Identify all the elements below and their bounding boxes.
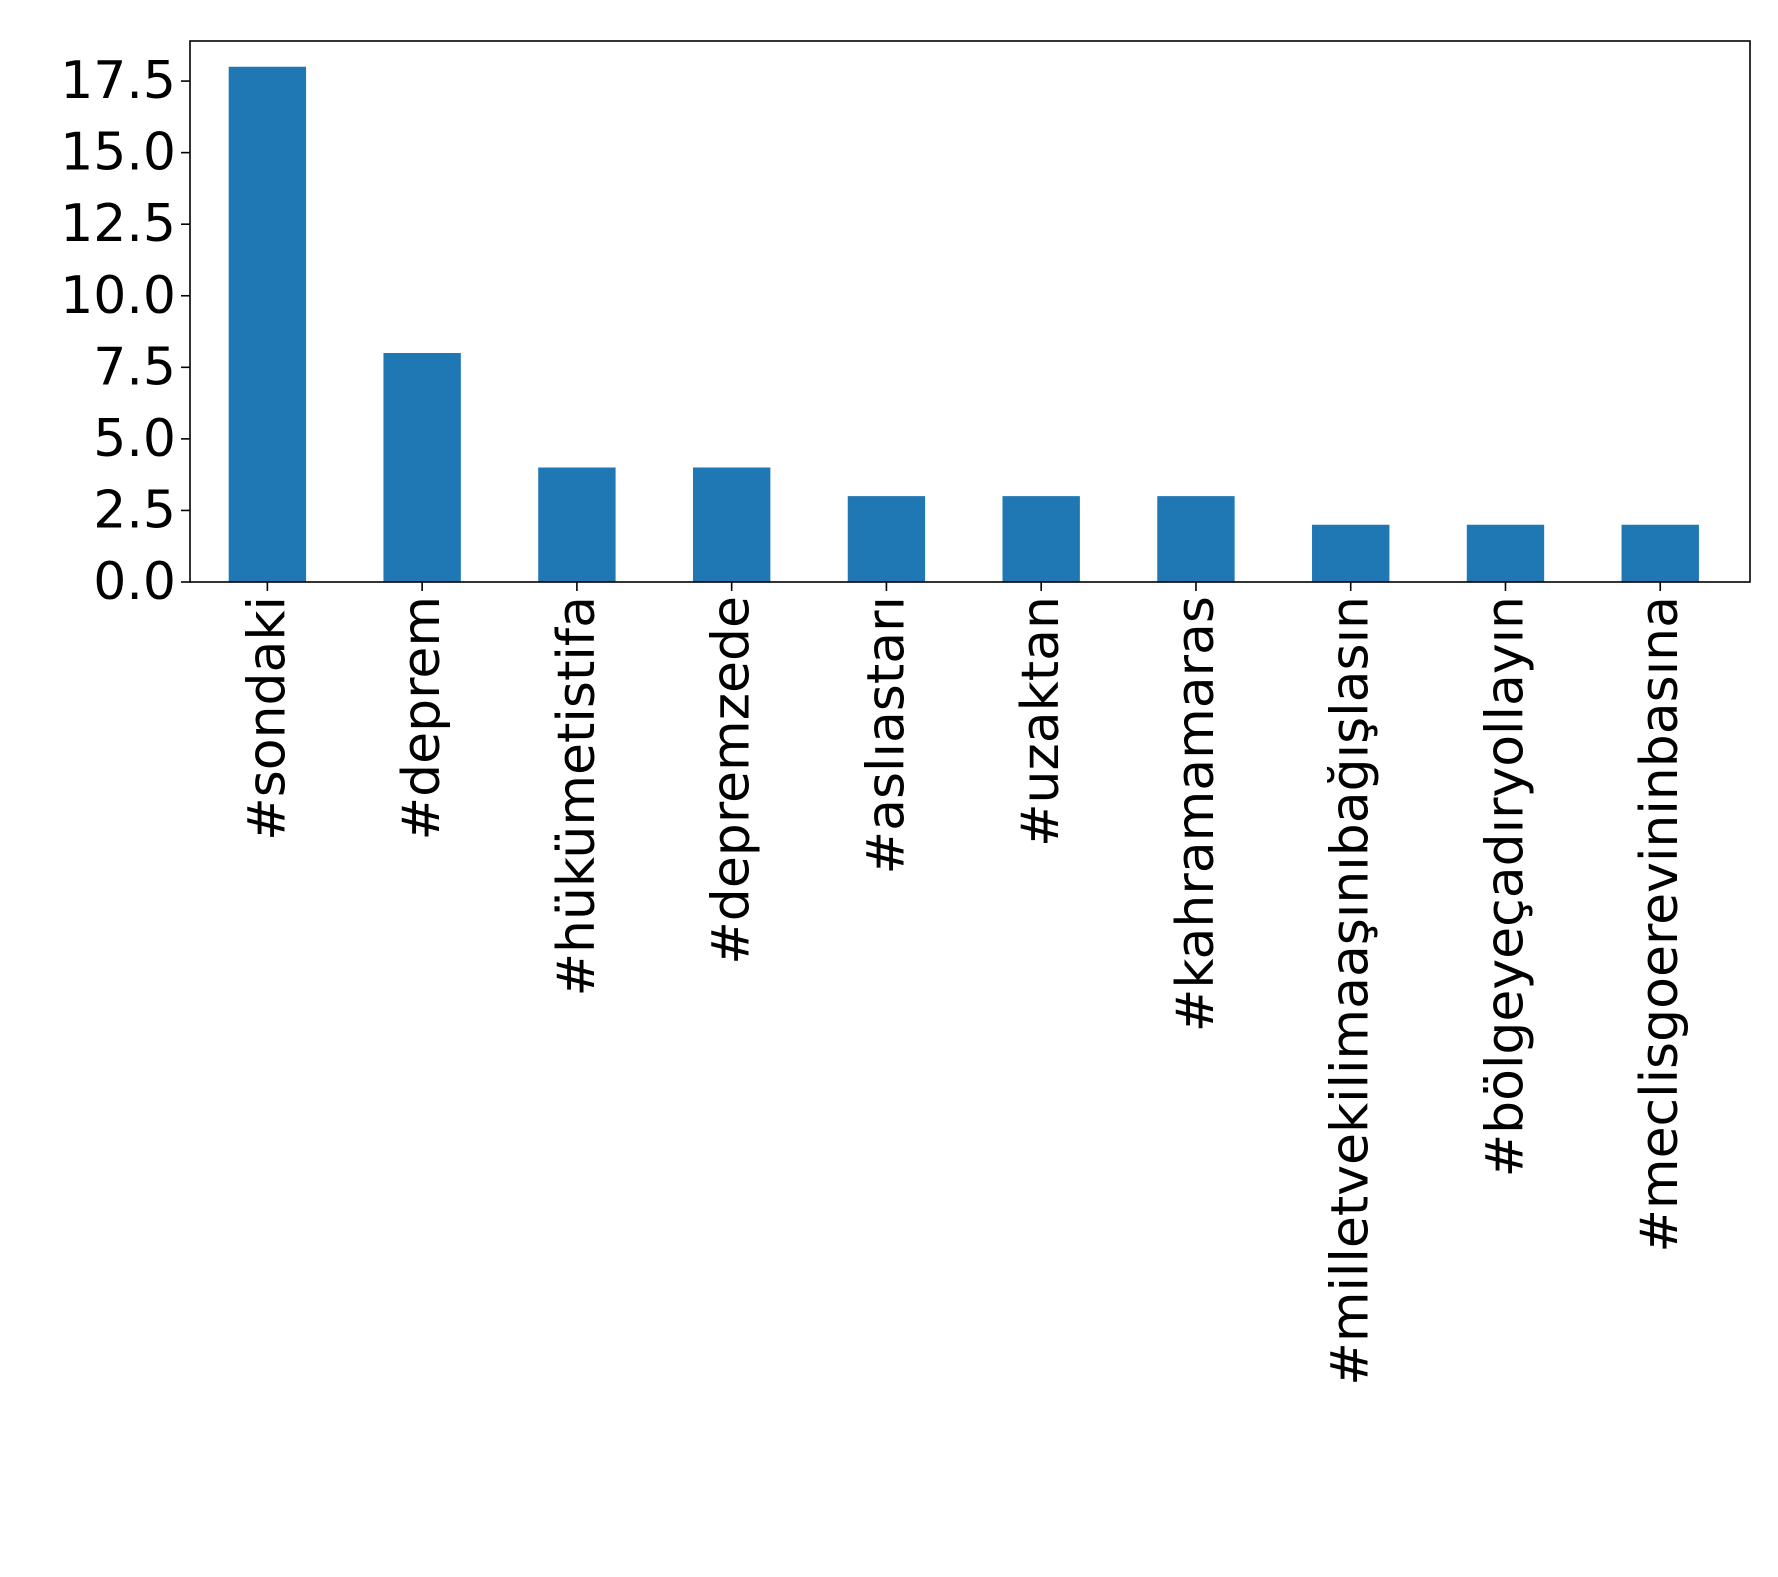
bar-2 [538,467,616,582]
y-tick-label-0: 0.0 [93,552,176,612]
x-category-label-6: #kahramamaras [1166,596,1226,1032]
plot-frame [189,40,1751,583]
y-axis-ticks: 0.0 2.5 5.0 7.5 10.0 12.5 15.0 17.5 [60,51,1662,612]
y-tick-label-6: 15.0 [60,123,176,183]
bars-layer [228,66,1699,582]
bar-8 [1466,524,1545,582]
x-category-label-3: #depremzede [702,596,762,965]
x-category-label-8: #bölgeyeçadıryollayın [1475,596,1535,1177]
y-tick-label-4: 10.0 [60,266,176,326]
bar-3 [692,467,771,582]
bar-9 [1621,524,1699,582]
bar-1 [383,353,461,582]
y-tick-label-7: 17.5 [60,51,176,111]
x-category-label-1: #deprem [392,596,452,840]
x-category-label-9: #meclisgoerevininbasına [1630,596,1690,1253]
x-category-label-0: #sondaki [237,596,297,841]
bar-7 [1312,524,1390,582]
bar-5 [1002,496,1080,582]
x-category-label-7: #milletvekilimaaşınıbağışlasın [1321,596,1381,1386]
x-category-label-5: #uzaktan [1011,596,1071,847]
bar-6 [1157,496,1235,582]
x-category-label-2: #hükümetistifa [547,596,607,997]
y-tick-label-1: 2.5 [93,480,176,540]
y-tick-label-2: 5.0 [93,409,176,469]
x-axis-labels: #sondaki #deprem #hükümetistifa #depremzede… [237,596,1690,1386]
x-category-label-4: #aslıastarı [856,596,916,874]
y-tick-label-3: 7.5 [93,337,176,397]
y-tick-label-5: 12.5 [60,194,176,254]
bar-4 [847,496,926,582]
bar-0 [228,66,307,582]
